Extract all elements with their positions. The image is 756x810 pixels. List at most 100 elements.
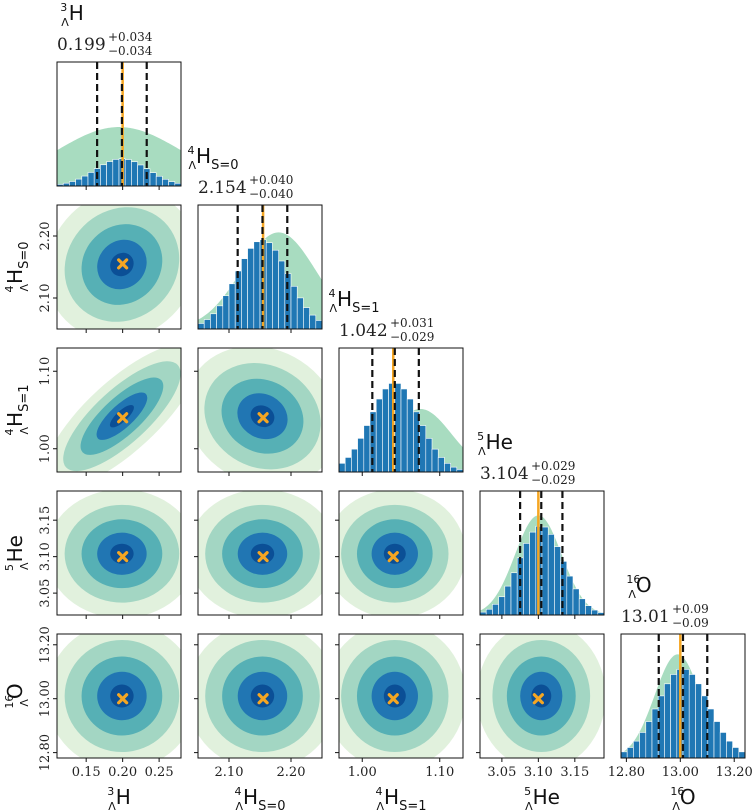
- histogram-bar: [485, 608, 493, 616]
- histogram-bar: [112, 159, 120, 187]
- histogram-bar: [303, 307, 310, 330]
- hist-panel-4LH_S1: [338, 347, 464, 476]
- histogram-bar: [688, 674, 696, 759]
- panel-title-err-down: −0.034: [108, 44, 153, 58]
- histogram-bar: [664, 683, 671, 759]
- histogram-bar: [338, 463, 346, 473]
- panel-title-label-16LO: 16 ΛO: [626, 573, 651, 601]
- panel-title-label-3LH: 3 ΛH: [60, 1, 84, 29]
- panel-frame: [56, 347, 182, 473]
- y-axis-label-16LO: 16 ΛO: [3, 683, 31, 708]
- histogram-bar: [719, 732, 727, 759]
- histogram-bar: [578, 598, 586, 616]
- x-axis-label-4LH_S1: 4 ΛHS=1: [376, 785, 427, 810]
- y-axis-label-4LH_S1: 4 ΛHS=1: [3, 385, 32, 436]
- x-axis-label-5LHe-text: 5 ΛHe: [524, 785, 560, 810]
- x-tick-label: 1.10: [425, 765, 454, 780]
- y-axis-label-4LH_S0: 4 ΛHS=0: [3, 242, 32, 293]
- panel-frame: [197, 347, 323, 473]
- histogram-bar: [315, 320, 323, 330]
- hist-panel-4LH_S0: [197, 204, 323, 333]
- panel-title-err-down: −0.040: [249, 187, 293, 201]
- x-axis-label-3LH: 3 ΛH: [107, 785, 131, 810]
- panel-title-label-4LH_S1-text: 4 ΛHS=1: [329, 287, 380, 316]
- contour-panel-4LH_S1-vs-4LH_S0: [194, 347, 323, 476]
- x-tick-label: 12.80: [608, 765, 645, 780]
- panel-frame: [56, 204, 182, 330]
- histogram-bar: [529, 531, 537, 616]
- truth-marker: [117, 551, 129, 563]
- x-axis-label-4LH_S0-text: 4 ΛHS=0: [235, 785, 286, 810]
- histogram-bar: [444, 463, 451, 473]
- contour-level-5: [250, 543, 275, 564]
- contour-panel-5LHe-vs-4LH_S1: [335, 490, 464, 619]
- histogram-bar: [645, 721, 653, 759]
- x-axis-label-16LO-text: 16 ΛO: [670, 785, 695, 810]
- histogram-bar: [572, 588, 580, 616]
- panel-title-label-3LH-text: 3 ΛH: [60, 1, 84, 29]
- histogram-bar: [241, 258, 248, 330]
- panel-frame: [56, 61, 182, 187]
- histogram-bar: [290, 285, 298, 330]
- contour-panel-16LO-vs-5LHe: [476, 633, 605, 762]
- x-tick-label: 2.20: [277, 765, 306, 780]
- panel-title-label-4LH_S1: 4 ΛHS=1: [329, 287, 380, 316]
- y-tick-label: 2.20: [38, 222, 53, 251]
- truth-marker: [532, 693, 544, 705]
- histogram-bar: [149, 172, 157, 187]
- histogram-bar: [137, 164, 145, 187]
- contour-panel-5LHe-vs-3LH: [53, 490, 182, 619]
- histogram-bar: [155, 175, 163, 187]
- histogram-bar: [566, 575, 574, 616]
- y-tick-label: 13.00: [38, 680, 53, 717]
- panel-title-err-up: +0.031: [390, 316, 434, 330]
- x-tick-label: 0.20: [108, 765, 137, 780]
- histogram-bar: [504, 585, 512, 616]
- panel-frame: [56, 490, 182, 616]
- x-tick-label: 0.25: [145, 765, 174, 780]
- contour-set: [339, 491, 463, 615]
- y-tick-label: 1.10: [38, 357, 53, 386]
- histogram-bar: [437, 457, 445, 473]
- contour-panel-5LHe-vs-4LH_S0: [194, 490, 323, 619]
- histogram-bar: [406, 398, 414, 473]
- truth-marker: [117, 693, 129, 705]
- x-axis-label-16LO: 16 ΛO: [670, 785, 695, 810]
- histogram-bar: [197, 323, 205, 330]
- panel-title-err-down: −0.029: [390, 330, 434, 344]
- histogram-bar: [425, 438, 433, 473]
- histogram-bar: [69, 181, 76, 187]
- histogram-bar: [357, 438, 365, 473]
- histogram-bar: [633, 740, 640, 759]
- y-tick-label: 12.80: [38, 734, 53, 771]
- histogram-bar: [265, 242, 273, 330]
- panel-title-value: 13.01: [621, 607, 670, 627]
- histogram-bar: [210, 313, 217, 330]
- histogram-bar: [626, 747, 634, 759]
- panel-title-label-4LH_S0-text: 4 ΛHS=0: [188, 144, 239, 173]
- panel-title-err-up: +0.040: [249, 173, 293, 187]
- panel-frame: [338, 347, 464, 473]
- panel-title-label-5LHe: 5 ΛHe: [477, 430, 513, 458]
- truth-marker: [117, 258, 129, 270]
- histogram-bar: [106, 161, 114, 187]
- y-tick-label: 2.10: [38, 284, 53, 313]
- histogram-bar: [363, 425, 371, 473]
- histogram-bar: [278, 260, 286, 330]
- histogram-bar: [620, 751, 628, 759]
- panel-title-err-down: −0.029: [531, 473, 575, 487]
- panel-frame: [197, 204, 323, 330]
- histogram-bar: [272, 249, 279, 330]
- histogram-bar: [253, 241, 261, 330]
- histogram-bar: [591, 609, 599, 616]
- panel-title-label-5LHe-text: 5 ΛHe: [477, 430, 513, 458]
- histogram-bar: [738, 751, 746, 759]
- truth-marker: [257, 412, 269, 424]
- x-axis-label-4LH_S1-text: 4 ΛHS=1: [376, 785, 427, 810]
- histogram-bar: [162, 178, 169, 187]
- hist-panel-5LHe: [479, 490, 605, 619]
- histogram-bar: [695, 683, 702, 759]
- contour-panel-16LO-vs-4LH_S1: [335, 633, 464, 762]
- histogram-bar: [541, 526, 549, 616]
